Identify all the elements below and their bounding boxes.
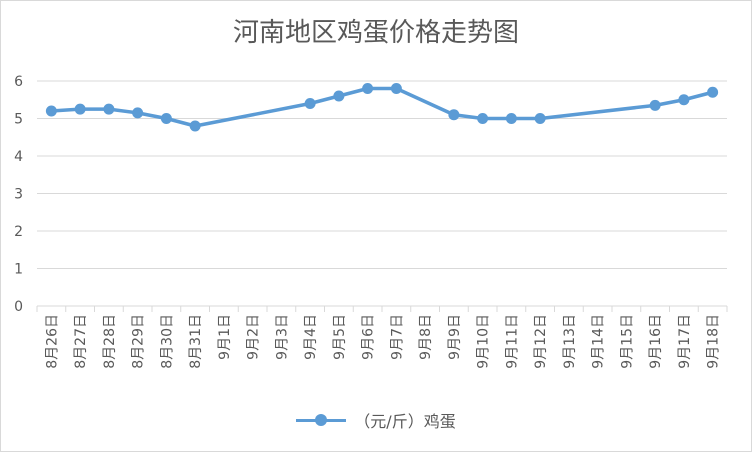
x-tick-label: 9月18日 bbox=[706, 314, 722, 369]
y-tick-label: 6 bbox=[14, 74, 23, 90]
x-tick-label: 9月12日 bbox=[533, 314, 549, 369]
series-line bbox=[51, 86, 714, 128]
data-point bbox=[448, 109, 460, 121]
data-point bbox=[74, 103, 86, 115]
legend-marker-icon bbox=[296, 413, 347, 427]
y-tick-label: 2 bbox=[14, 224, 23, 240]
data-point bbox=[160, 113, 172, 124]
x-tick-label: 9月13日 bbox=[562, 314, 578, 369]
data-point bbox=[649, 99, 661, 111]
legend-label: （元/斤）鸡蛋 bbox=[354, 412, 456, 431]
chart-legend: （元/斤）鸡蛋 bbox=[0, 408, 752, 432]
x-tick-label: 9月2日 bbox=[246, 314, 262, 360]
y-tick-label: 5 bbox=[14, 112, 23, 128]
x-tick-label: 9月10日 bbox=[476, 314, 492, 369]
x-tick-label: 8月29日 bbox=[131, 314, 147, 369]
data-point bbox=[390, 83, 402, 94]
data-point bbox=[132, 107, 144, 119]
data-point bbox=[505, 113, 517, 124]
chart-title: 河南地区鸡蛋价格走势图 bbox=[232, 18, 519, 48]
x-tick-label: 8月31日 bbox=[188, 314, 204, 369]
data-point bbox=[534, 113, 546, 124]
x-tick-label: 9月14日 bbox=[591, 314, 607, 369]
x-tick-label: 9月3日 bbox=[274, 314, 290, 360]
data-point bbox=[45, 105, 57, 117]
x-tick-label: 9月9日 bbox=[447, 314, 463, 360]
x-tick-label: 8月27日 bbox=[73, 314, 89, 369]
y-tick-label: 3 bbox=[14, 187, 23, 203]
data-point bbox=[678, 94, 690, 106]
x-tick-label: 9月8日 bbox=[418, 314, 434, 360]
data-point bbox=[304, 98, 316, 109]
y-tick-label: 0 bbox=[14, 299, 23, 315]
x-tick-label: 8月28日 bbox=[102, 314, 118, 369]
data-point bbox=[362, 83, 374, 94]
x-tick-label: 9月7日 bbox=[389, 314, 405, 360]
data-point bbox=[477, 113, 489, 124]
x-tick-label: 9月11日 bbox=[504, 314, 520, 369]
data-point bbox=[103, 103, 115, 115]
x-tick-label: 9月6日 bbox=[361, 314, 377, 360]
x-tick-label: 8月26日 bbox=[44, 314, 60, 369]
x-tick-label: 9月5日 bbox=[332, 314, 348, 360]
y-tick-label: 4 bbox=[14, 149, 23, 165]
data-point bbox=[189, 120, 201, 132]
x-tick-label: 9月16日 bbox=[648, 314, 664, 369]
x-tick-label: 8月30日 bbox=[159, 314, 175, 369]
data-point bbox=[707, 86, 719, 98]
x-tick-label: 9月1日 bbox=[217, 314, 233, 360]
y-tick-label: 1 bbox=[14, 262, 23, 278]
x-tick-label: 9月17日 bbox=[677, 314, 693, 369]
x-tick-label: 9月15日 bbox=[619, 314, 635, 369]
data-point bbox=[333, 90, 345, 102]
x-tick-label: 9月4日 bbox=[303, 314, 319, 360]
